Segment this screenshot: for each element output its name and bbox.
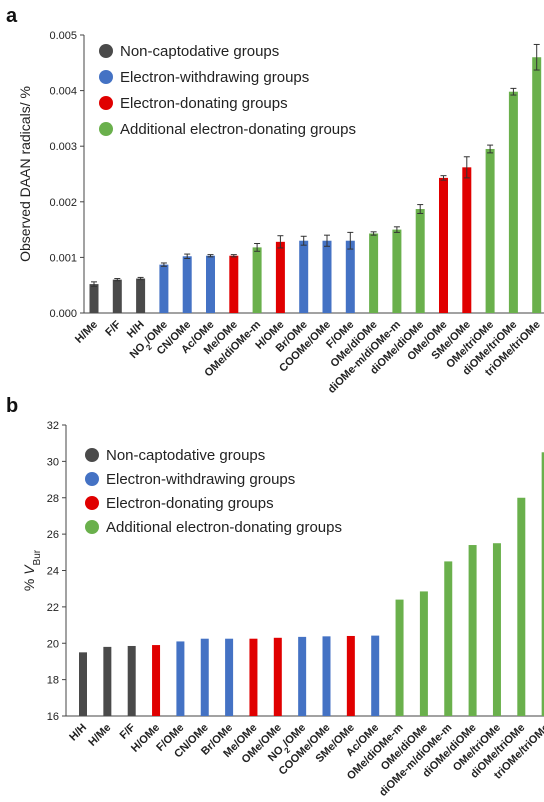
bar bbox=[492, 543, 501, 716]
chart-panel-a: a 0.000 0.001 0.002 0.003 0.004 0.005 Observed … bbox=[6, 5, 544, 396]
bar bbox=[346, 635, 355, 716]
bar bbox=[112, 279, 122, 313]
y-tick-label: 0.000 bbox=[49, 308, 77, 320]
bar bbox=[415, 209, 425, 313]
bar bbox=[275, 241, 285, 313]
bar bbox=[249, 638, 258, 716]
bar bbox=[541, 452, 544, 716]
bar bbox=[89, 284, 99, 313]
bar bbox=[419, 591, 428, 716]
bar bbox=[468, 545, 477, 716]
x-tick-label: H/Me bbox=[86, 722, 113, 749]
bar bbox=[79, 652, 87, 716]
x-tick-label: F/F bbox=[103, 318, 123, 338]
bar bbox=[485, 148, 495, 313]
legend-marker bbox=[85, 448, 99, 462]
legend-label: Electron-donating groups bbox=[106, 495, 274, 512]
y-tick-label: 28 bbox=[47, 493, 59, 505]
legend-marker bbox=[99, 70, 113, 84]
legend-marker bbox=[85, 496, 99, 510]
legend-label: Electron-donating groups bbox=[120, 95, 288, 112]
legend-label: Non-captodative groups bbox=[120, 43, 279, 60]
legend-marker bbox=[99, 122, 113, 136]
bar bbox=[229, 255, 239, 313]
x-tick-label: H/Me bbox=[73, 319, 100, 346]
bar bbox=[159, 264, 169, 313]
y-tick-label: 22 bbox=[47, 602, 59, 614]
legend-label: Electron-withdrawing groups bbox=[106, 471, 295, 488]
bar bbox=[444, 561, 453, 716]
legend-marker bbox=[85, 520, 99, 534]
bar bbox=[395, 599, 404, 716]
y-tick-label: 16 bbox=[47, 711, 59, 723]
bar bbox=[200, 638, 209, 716]
bar bbox=[508, 91, 518, 313]
y-tick-label: 0.004 bbox=[49, 86, 77, 98]
legend-label: Non-captodative groups bbox=[106, 447, 265, 464]
y-tick-label: 24 bbox=[47, 566, 59, 578]
y-axis-title: % VBur bbox=[21, 549, 43, 591]
bar bbox=[392, 229, 402, 313]
y-tick-label: 18 bbox=[47, 675, 59, 687]
bar bbox=[136, 278, 146, 313]
bar bbox=[371, 635, 380, 716]
legend-marker bbox=[85, 472, 99, 486]
legend-label: Additional electron-donating groups bbox=[120, 121, 356, 138]
bar bbox=[299, 240, 309, 313]
bar bbox=[225, 638, 234, 716]
legend-marker bbox=[99, 44, 113, 58]
y-tick-label: 0.003 bbox=[49, 141, 77, 153]
bar bbox=[462, 167, 472, 313]
bar bbox=[345, 240, 355, 313]
bar bbox=[322, 240, 332, 313]
bar bbox=[127, 645, 136, 716]
legend-marker bbox=[99, 96, 113, 110]
bar bbox=[322, 636, 331, 716]
y-axis-title: Observed DAAN radicals/ % bbox=[17, 86, 33, 262]
y-tick-label: 0.001 bbox=[49, 252, 77, 264]
y-tick-label: 26 bbox=[47, 529, 59, 541]
legend-label: Additional electron-donating groups bbox=[106, 519, 342, 536]
legend-label: Electron-withdrawing groups bbox=[120, 69, 309, 86]
y-tick-label: 30 bbox=[47, 456, 59, 468]
x-tick-label: F/F bbox=[118, 721, 138, 741]
bar bbox=[152, 645, 161, 716]
bar bbox=[176, 641, 185, 716]
bar bbox=[369, 233, 379, 313]
bar bbox=[252, 247, 262, 313]
panel-letter: a bbox=[6, 5, 18, 27]
bar bbox=[439, 177, 448, 313]
bar bbox=[517, 497, 526, 716]
y-tick-label: 0.002 bbox=[49, 197, 77, 209]
y-tick-label: 32 bbox=[47, 420, 59, 432]
bar bbox=[273, 637, 282, 716]
bar bbox=[103, 646, 112, 716]
bar bbox=[206, 255, 215, 313]
y-tick-label: 20 bbox=[47, 638, 59, 650]
panel-letter: b bbox=[6, 395, 18, 417]
y-tick-label: 0.005 bbox=[49, 30, 77, 42]
bar bbox=[532, 57, 542, 313]
bar bbox=[298, 636, 307, 716]
bar bbox=[182, 256, 192, 313]
